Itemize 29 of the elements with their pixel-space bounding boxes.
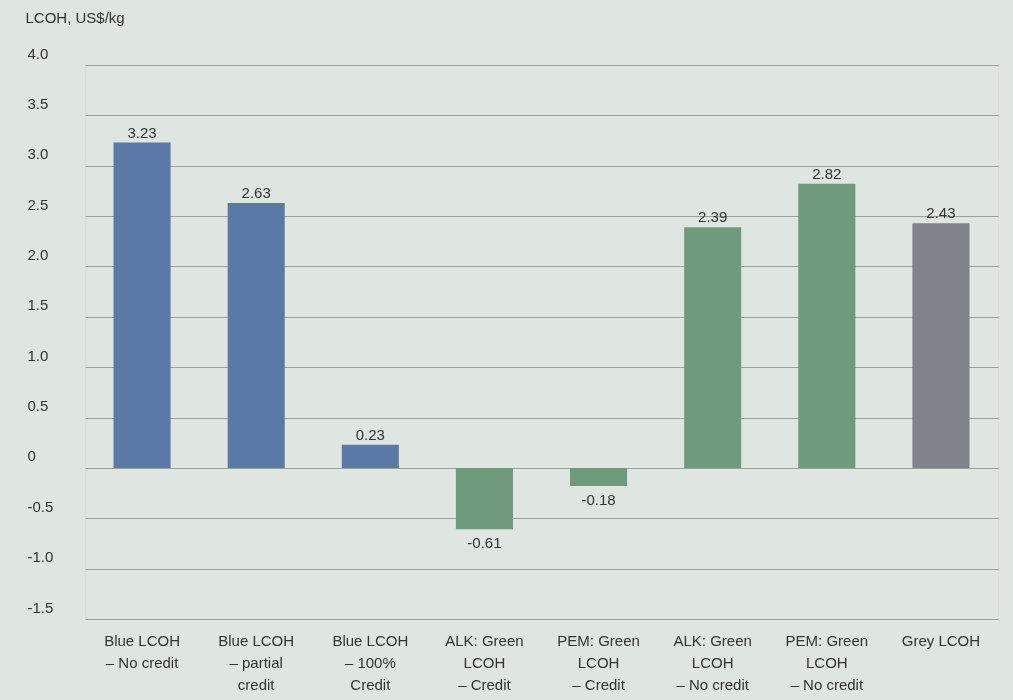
y-tick-label: 4.0 <box>27 44 49 62</box>
y-axis-title: LCOH, US$/kg <box>25 8 125 26</box>
y-tick-label: 0.5 <box>27 397 49 415</box>
data-label: 2.63 <box>241 184 271 201</box>
y-tick-label: 0 <box>27 447 36 465</box>
x-tick-label: Blue LCOH – partial credit <box>218 631 295 693</box>
y-tick-label: 1.0 <box>27 346 49 364</box>
data-label: 0.23 <box>355 425 385 443</box>
x-tick-label: ALK: Green LCOH – No credit <box>673 631 752 693</box>
y-tick-label: 1.5 <box>27 296 49 314</box>
y-tick-label: 2.0 <box>27 245 49 263</box>
y-tick-label: 3.0 <box>27 145 49 163</box>
data-label: 2.82 <box>812 164 842 182</box>
y-tick-label: 3.5 <box>27 94 49 112</box>
x-tick-label: Grey LCOH <box>901 631 981 649</box>
y-tick-label: -0.5 <box>27 497 54 515</box>
data-label: 2.39 <box>698 208 728 226</box>
y-tick-label: -1.5 <box>27 598 54 616</box>
x-tick-label: PEM: Green LCOH – No credit <box>785 631 869 693</box>
x-tick-label: Blue LCOH – No credit <box>104 631 180 671</box>
data-label: 2.43 <box>926 204 956 222</box>
data-label: -0.61 <box>467 534 502 552</box>
y-tick-label: 2.5 <box>27 195 49 213</box>
x-tick-label: PEM: Green LCOH – Credit <box>557 631 640 693</box>
x-tick-label: Blue LCOH – 100% Credit <box>332 631 409 693</box>
data-label: -0.18 <box>581 491 616 509</box>
data-label: 3.23 <box>127 123 157 141</box>
x-tick-label: ALK: Green LCOH – Credit <box>445 631 524 693</box>
y-tick-label: -1.0 <box>27 548 54 566</box>
